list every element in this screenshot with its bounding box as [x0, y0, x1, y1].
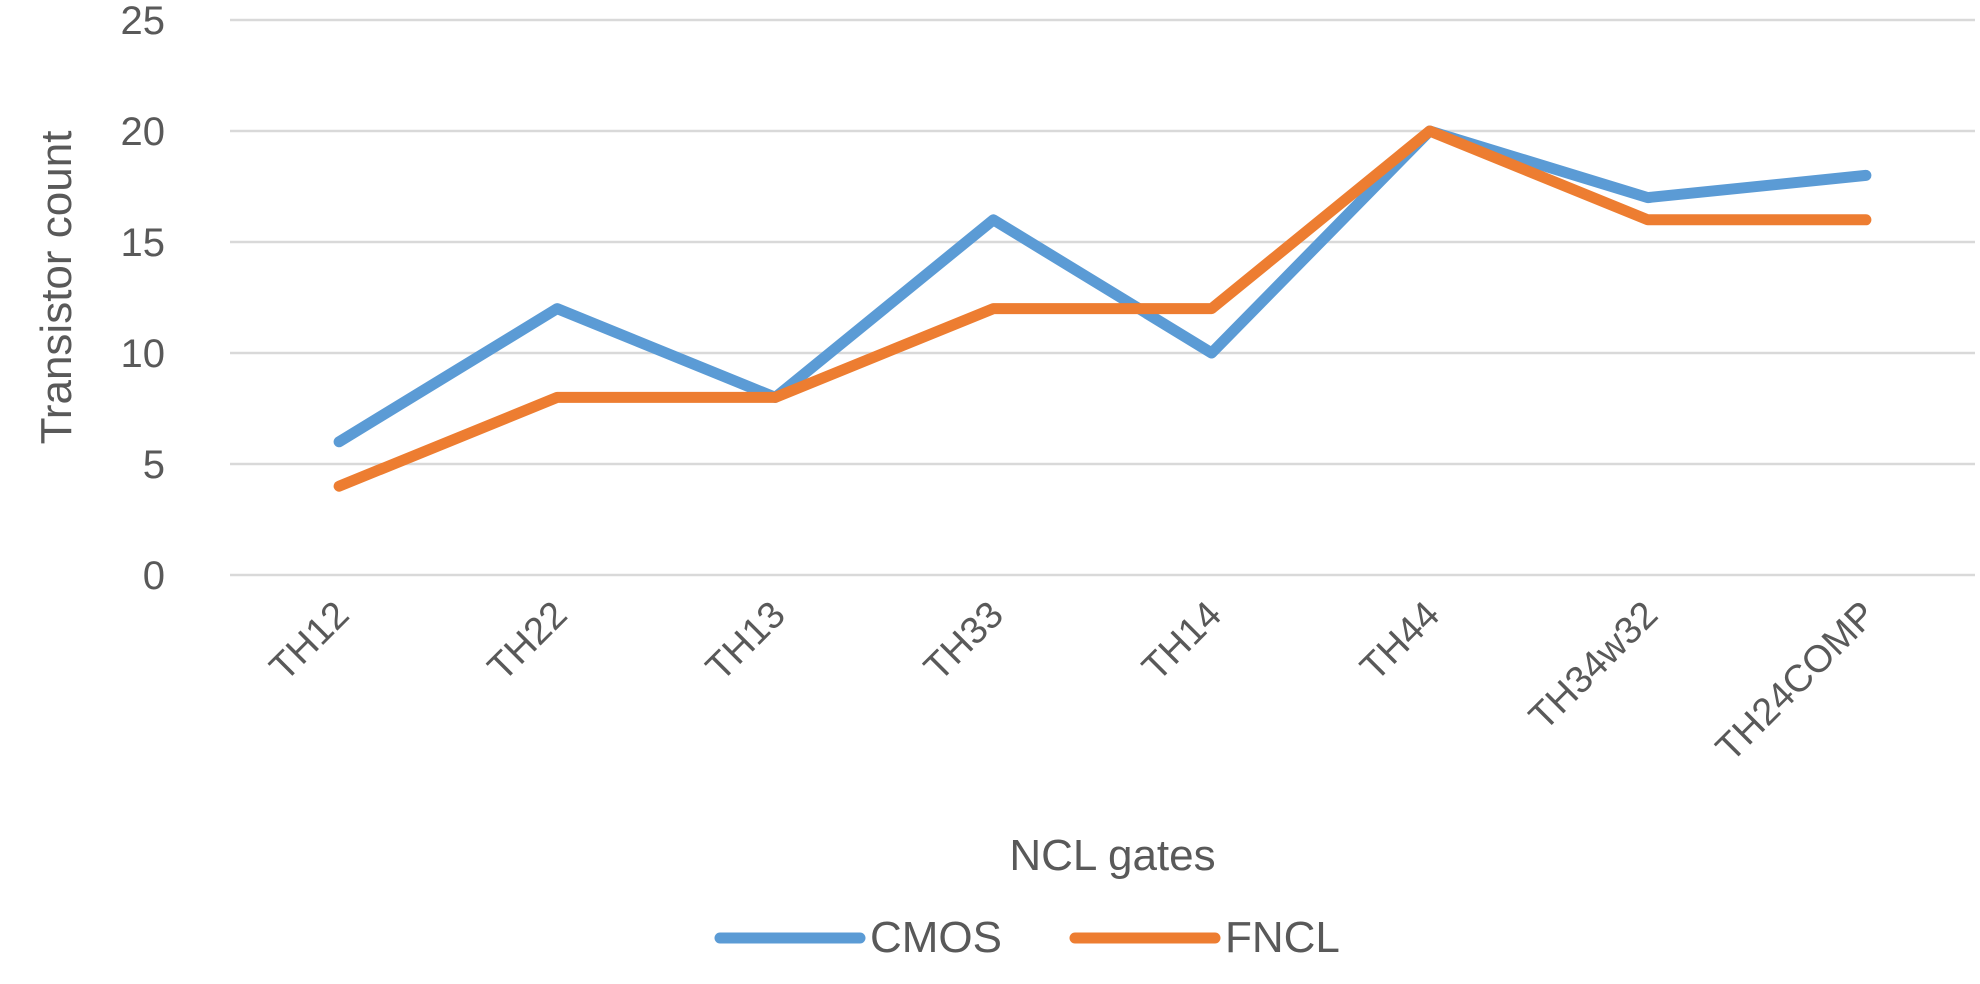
x-tick-label: TH44 — [1353, 594, 1448, 689]
data-point-fncl — [338, 485, 341, 488]
y-tick-label: 20 — [121, 110, 166, 154]
data-point-cmos — [338, 440, 341, 443]
data-point-cmos — [1210, 352, 1213, 354]
y-axis-ticks: 0 5 10 15 20 25 — [121, 0, 166, 598]
series-line-cmos — [333, 125, 1872, 448]
data-point-fncl — [774, 396, 777, 399]
data-point-cmos — [1646, 196, 1649, 199]
x-tick-label: TH12 — [262, 594, 357, 689]
data-point-cmos — [556, 307, 559, 310]
data-point-fncl — [1428, 130, 1431, 132]
y-axis-title: Transistor count — [32, 131, 81, 445]
data-point-fncl — [556, 396, 559, 399]
legend: CMOS FNCL — [714, 913, 1340, 962]
legend-label-fncl: FNCL — [1225, 913, 1340, 962]
data-point-fncl — [992, 307, 995, 310]
data-point-fncl — [1646, 218, 1649, 221]
data-point-fncl — [1864, 218, 1867, 221]
x-tick-label: TH22 — [480, 594, 575, 689]
x-tick-label: TH14 — [1135, 594, 1230, 689]
gridlines — [230, 18, 1975, 577]
y-tick-label: 25 — [121, 0, 166, 43]
y-tick-label: 5 — [143, 443, 165, 487]
x-tick-label: TH33 — [916, 594, 1011, 689]
y-tick-label: 10 — [121, 332, 166, 376]
y-tick-label: 15 — [121, 221, 166, 265]
x-tick-label: TH13 — [698, 594, 793, 689]
x-tick-label: TH24COMP — [1708, 594, 1884, 770]
series-line-fncl — [333, 125, 1872, 492]
data-point-cmos — [1864, 174, 1867, 177]
data-point-fncl — [1210, 307, 1213, 310]
legend-label-cmos: CMOS — [870, 913, 1002, 962]
series-lines — [333, 125, 1872, 492]
data-point-cmos — [992, 218, 995, 221]
x-axis-title: NCL gates — [1009, 831, 1215, 880]
x-axis-ticks: TH12 TH22 TH13 TH33 TH14 TH44 TH34w32 TH24COMP — [262, 594, 1884, 770]
y-tick-label: 0 — [143, 554, 165, 598]
x-tick-label: TH34w32 — [1521, 594, 1666, 739]
